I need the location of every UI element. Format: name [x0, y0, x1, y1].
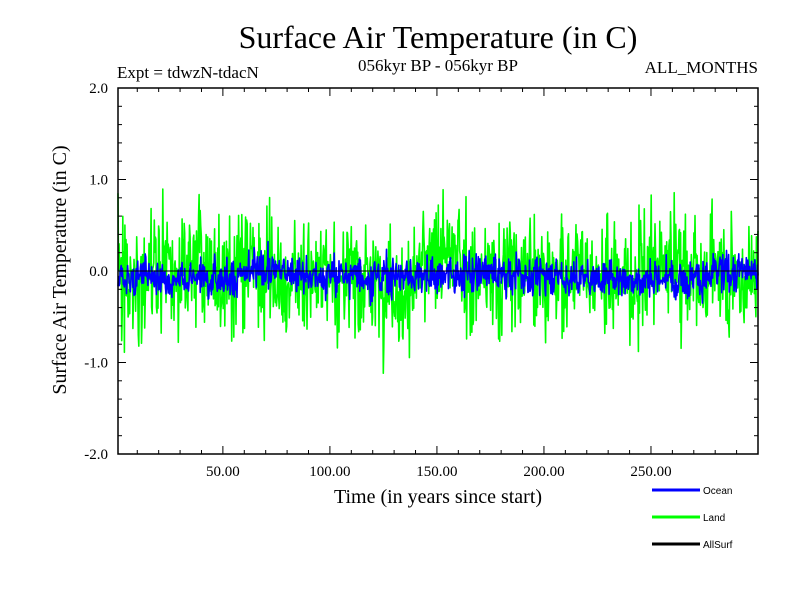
- y-tick-label: 2.0: [89, 81, 108, 97]
- x-axis-label: Time (in years since start): [334, 486, 542, 508]
- x-tick-label: 200.00: [523, 464, 564, 480]
- series-line-land: [117, 188, 759, 375]
- axis-layer: 50.00 100.00 150.00 200.00 250.00 -2.0 -1.0 0.0…: [84, 81, 759, 480]
- x-tick-label: 150.00: [416, 464, 457, 480]
- period-label: 056kyr BP - 056kyr BP: [358, 56, 518, 75]
- legend-label-ocean: Ocean: [703, 486, 732, 497]
- legend-label-land: Land: [703, 513, 725, 524]
- legend: Ocean Land AllSurf: [652, 486, 733, 551]
- chart-title: Surface Air Temperature (in C): [239, 19, 638, 55]
- y-tick-label: 0.0: [89, 264, 108, 280]
- legend-label-allsurf: AllSurf: [703, 540, 733, 551]
- series-layer: [117, 188, 759, 375]
- y-tick-label: -1.0: [84, 356, 108, 372]
- x-tick-label: 50.00: [206, 464, 240, 480]
- y-axis-label: Surface Air Temperature (in C): [49, 145, 71, 394]
- y-tick-label: 1.0: [89, 173, 108, 189]
- x-tick-label: 100.00: [309, 464, 350, 480]
- y-tick-label: -2.0: [84, 447, 108, 463]
- x-tick-label: 250.00: [630, 464, 671, 480]
- months-label: ALL_MONTHS: [645, 58, 758, 77]
- experiment-label: Expt = tdwzN-tdacN: [117, 63, 259, 82]
